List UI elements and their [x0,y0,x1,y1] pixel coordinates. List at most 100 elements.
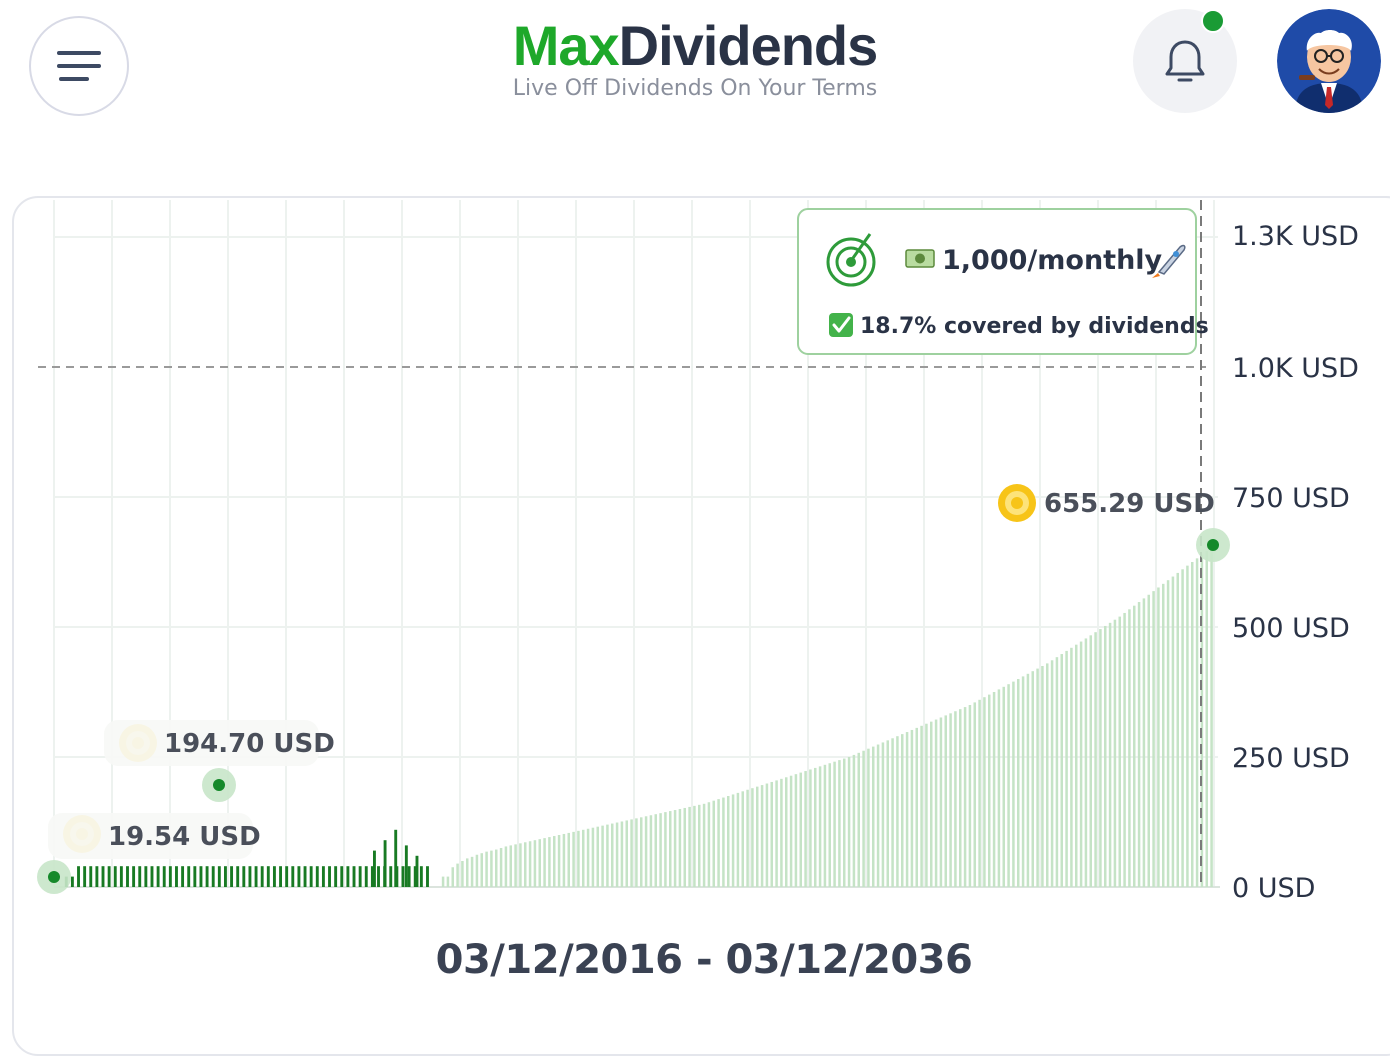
bar-actual [297,866,301,887]
bar-projected [659,813,662,887]
bar-projected [552,836,556,887]
bar-projected [591,827,595,887]
bar-actual [419,866,423,887]
y-tick-label: 1.3K USD [1232,221,1359,252]
bar-actual [260,866,264,887]
annotation-label: 194.70 USD [164,729,335,759]
bar-actual [266,866,270,887]
bar-projected [949,713,952,887]
bar-projected [494,849,498,887]
bar-projected [1210,546,1213,887]
bar-projected [770,781,774,887]
bar-projected [857,752,861,887]
bar-projected [896,736,899,887]
bar-projected [992,692,996,887]
bar-projected [997,689,1001,887]
y-tick-label: 250 USD [1232,743,1350,774]
bar-projected [596,826,600,887]
bar-projected [1108,622,1112,887]
bar-projected [838,760,841,887]
bar-actual [95,866,99,887]
bar-projected [847,757,851,887]
bar-projected [1190,562,1194,887]
bar-projected [1007,684,1010,887]
data-point-marker[interactable] [37,860,71,894]
data-point-marker[interactable] [1196,528,1230,562]
bar-actual [426,866,429,887]
bar-projected [490,850,493,887]
bar-projected [862,750,865,887]
bar-projected [717,799,720,887]
checkmark-icon [829,313,853,337]
bar-projected [1195,558,1199,887]
menu-button[interactable] [29,16,129,116]
bar-projected [1176,572,1180,887]
goal-coverage: 18.7% covered by dividends [860,314,1209,339]
bar-projected [693,805,696,887]
bar-projected [741,791,745,887]
bar-projected [934,719,938,887]
bar-projected [572,831,575,887]
bar-projected [1142,598,1146,887]
bar-actual [340,866,344,887]
bar-projected [813,767,817,887]
bar-projected [610,823,614,887]
bar-projected [726,796,730,887]
bar-actual [181,866,185,887]
bar-actual [132,866,136,887]
bar-projected [504,846,508,887]
bar-actual [205,866,209,887]
bar-projected [1060,654,1064,887]
bar-projected [461,861,464,887]
bar-projected [746,789,749,887]
bar-projected [1152,591,1155,887]
goal-box[interactable]: 1,000/monthly 18.7% covered by dividends [797,208,1209,355]
bar-projected [538,839,542,887]
bar-projected [1012,681,1015,887]
bar-projected [446,876,450,887]
bar-projected [664,812,667,887]
bar-projected [780,778,783,887]
bar-projected [543,838,546,887]
bar-projected [625,820,629,887]
brand-logo[interactable]: MaxDividends [0,14,1390,78]
brand: MaxDividends Live Off Dividends On Your … [0,14,1390,101]
bar-projected [485,851,488,887]
bar-projected [456,863,459,887]
bar-projected [606,824,609,887]
bar-actual [389,866,393,887]
bar-actual [242,866,246,887]
data-point-marker[interactable] [202,768,236,802]
bar-projected [905,732,909,887]
bar-actual [224,866,227,887]
date-range[interactable]: 03/12/2016 - 03/12/2036 [435,937,973,983]
bar-projected [881,742,885,887]
bar-actual [199,866,203,887]
bar-actual [138,866,142,887]
bar-projected [1041,666,1044,887]
bar-actual [370,866,374,887]
bar-projected [1118,616,1122,887]
bar-projected [1099,629,1102,887]
bar-projected [809,769,812,887]
bar-projected [683,807,687,887]
bar-projected [577,830,580,887]
bar-projected [581,829,585,887]
bar-projected [1147,594,1151,887]
bar-projected [968,705,972,887]
bar-projected [973,702,977,887]
bar-projected [1123,612,1126,887]
bar-actual [328,866,331,887]
user-avatar[interactable] [1277,9,1381,113]
bar-projected [678,809,682,887]
bar-projected [1026,673,1030,887]
bar-projected [630,819,633,887]
hamburger-line-1 [57,51,101,55]
bar-actual [119,866,123,887]
bar-projected [1084,638,1088,887]
bar-actual [315,866,319,887]
bar-actual [413,866,417,887]
chart-markers: 19.54 USD 194.70 USD 655.29 USD [37,484,1230,894]
goal-layer: 1,000/monthly 18.7% covered by dividends [38,200,1209,887]
